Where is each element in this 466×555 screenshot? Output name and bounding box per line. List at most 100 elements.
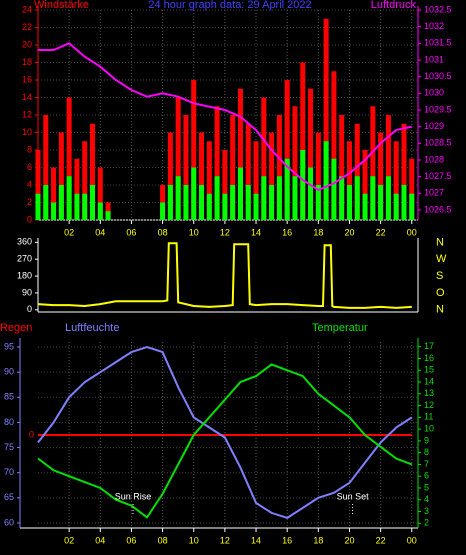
series-line (38, 42, 413, 192)
y2-tick-label: 15 (424, 365, 434, 375)
y-tick-label: 60 (4, 517, 14, 527)
wind-bar (183, 115, 189, 220)
x-tick-label: 14 (251, 535, 261, 545)
wind-bar (385, 115, 391, 220)
wind-bar (409, 193, 415, 220)
y2-tick-label: 2 (424, 518, 429, 528)
wind-bar (346, 141, 352, 220)
y2-tick-label: 16 (424, 353, 434, 363)
wind-bar (370, 106, 376, 220)
wind-bar (346, 185, 352, 220)
wind-bar (74, 158, 80, 220)
y-axis-label: Windstärke (34, 0, 89, 11)
x-tick-label: 08 (158, 535, 168, 545)
wind-bar (315, 132, 321, 220)
wind-bar (354, 176, 360, 220)
y2-tick-label: 1030.5 (424, 71, 452, 81)
y2-tick-label: N (436, 304, 444, 316)
wind-bar (284, 158, 290, 220)
wind-bar (183, 185, 189, 220)
y-tick-label: 95 (4, 341, 14, 351)
y-tick-label: 2 (27, 197, 32, 207)
wind-bar (401, 185, 407, 220)
wind-bar (214, 176, 220, 220)
y2-tick-label: 1031 (424, 54, 444, 64)
x-tick-label: 02 (64, 227, 74, 237)
x-tick-label: 10 (189, 227, 199, 237)
y2-tick-label: W (436, 253, 447, 265)
wind-bar (51, 202, 57, 220)
wind-bar (191, 80, 197, 220)
y2-tick-label: 1028 (424, 154, 444, 164)
y-tick-label: 85 (4, 392, 14, 402)
wind-bar (253, 193, 259, 220)
wind-bar (323, 141, 329, 220)
wind-bar (230, 115, 236, 220)
y2-tick-label: 4 (424, 494, 429, 504)
legend-label: Temperatur (312, 322, 368, 334)
wind-bar (300, 150, 306, 220)
x-tick-label: 00 (407, 227, 417, 237)
x-tick-label: 16 (282, 227, 292, 237)
wind-bar (354, 123, 360, 220)
wind-bar (339, 115, 345, 220)
wind-bar (97, 167, 103, 220)
x-tick-label: 14 (251, 227, 261, 237)
wind-bar (74, 193, 80, 220)
wind-bar (66, 176, 72, 220)
y2-tick-label: 1027.5 (424, 171, 452, 181)
x-tick-label: 18 (313, 535, 323, 545)
y2-tick-label: O (436, 287, 445, 299)
wind-bar (206, 193, 212, 220)
wind-bar (276, 115, 282, 220)
wind-bar (199, 132, 205, 220)
wind-bar (35, 193, 41, 220)
x-tick-label: 00 (407, 535, 417, 545)
wind-bar (51, 167, 57, 220)
y2-tick-label: 1032.5 (424, 4, 452, 14)
x-tick-label: 02 (64, 535, 74, 545)
wind-bar (245, 123, 251, 220)
wind-bar (230, 185, 236, 220)
wind-bar (393, 141, 399, 220)
wind-bar (292, 176, 298, 220)
wind-bar (253, 141, 259, 220)
legend-label: Regen (0, 322, 32, 334)
wind-bar (315, 185, 321, 220)
y2-tick-label: 5 (424, 482, 429, 492)
wind-bar (339, 176, 345, 220)
y2-tick-label: 14 (424, 376, 434, 386)
wind-bar (160, 202, 166, 220)
wind-bar (378, 132, 384, 220)
wind-bar (43, 115, 49, 220)
y-tick-label: 80 (4, 417, 14, 427)
wind-bar (284, 80, 290, 220)
wind-bar (90, 185, 96, 220)
x-tick-label: 04 (95, 535, 105, 545)
wind-bar (245, 185, 251, 220)
x-tick-label: 06 (126, 227, 136, 237)
x-tick-label: 20 (344, 535, 354, 545)
y2-tick-label: 1029 (424, 121, 444, 131)
y2-tick-label: 11 (424, 412, 433, 422)
x-tick-label: 10 (189, 535, 199, 545)
y-tick-label: 24 (22, 4, 32, 14)
wind-bar (90, 123, 96, 220)
wind-bar (261, 97, 267, 220)
y-tick-label: 16 (22, 74, 32, 84)
y2-tick-label: 1028.5 (424, 138, 452, 148)
wind-bar (105, 211, 111, 220)
y2-tick-label: 9 (424, 435, 429, 445)
series-line (37, 242, 412, 309)
wind-bar (82, 193, 88, 220)
wind-bar (269, 185, 275, 220)
wind-bar (401, 123, 407, 220)
x-tick-label: 16 (282, 535, 292, 545)
wind-bar (167, 185, 173, 220)
x-tick-label: 12 (220, 227, 230, 237)
y-tick-label: 70 (4, 467, 14, 477)
y-tick-label: 0 (27, 214, 32, 224)
y2-tick-label: 1029.5 (424, 104, 452, 114)
y2-tick-label: S (436, 270, 443, 282)
y2-tick-label: 13 (424, 388, 434, 398)
